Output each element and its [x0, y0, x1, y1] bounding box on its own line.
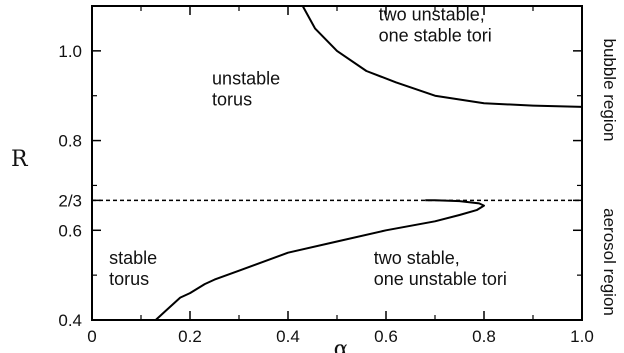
- y-tick-label: 1.0: [58, 42, 82, 61]
- x-axis-title: α: [334, 337, 349, 353]
- region-label-two-unstable: two unstable, one stable tori: [379, 4, 492, 45]
- y-tick-label: 0.6: [58, 221, 82, 240]
- side-label-aerosol-region: aerosol region: [600, 208, 619, 316]
- region-label-line: one unstable tori: [374, 269, 507, 289]
- region-label-line: one stable tori: [379, 25, 492, 45]
- x-tick-label: 0.8: [472, 327, 496, 346]
- region-label-line: two unstable,: [379, 4, 485, 24]
- region-label-unstable-torus: unstable torus: [212, 69, 280, 110]
- region-label-line: torus: [109, 269, 149, 289]
- region-label-line: unstable: [212, 69, 280, 89]
- plot-frame: [91, 5, 583, 321]
- x-tick-label: 0.4: [276, 327, 300, 346]
- region-label-line: two stable,: [374, 248, 460, 268]
- y-axis-title: R: [11, 147, 29, 172]
- x-tick-label: 0: [87, 327, 96, 346]
- region-label-line: stable: [109, 248, 157, 268]
- side-label-bubble-region: bubble region: [600, 38, 619, 141]
- region-label-line: torus: [212, 90, 252, 110]
- x-tick-label: 1.0: [570, 327, 594, 346]
- y-tick-label: 0.4: [58, 311, 82, 330]
- y-tick-label: 2/3: [58, 191, 82, 210]
- y-tick-label: 0.8: [58, 132, 82, 151]
- region-label-two-stable: two stable, one unstable tori: [374, 248, 507, 289]
- x-tick-label: 0.6: [374, 327, 398, 346]
- boundary-curve-2: [155, 199, 485, 321]
- x-tick-label: 0.2: [178, 327, 202, 346]
- plot-layer: 0 0.2 0.4 0.6 0.8 1.0 0.4 0.6 2/3 0.8 1.0 α Runstabl…: [11, 4, 594, 353]
- boundary-curve-1: [301, 5, 583, 108]
- region-label-stable-torus: stable torus: [109, 248, 157, 289]
